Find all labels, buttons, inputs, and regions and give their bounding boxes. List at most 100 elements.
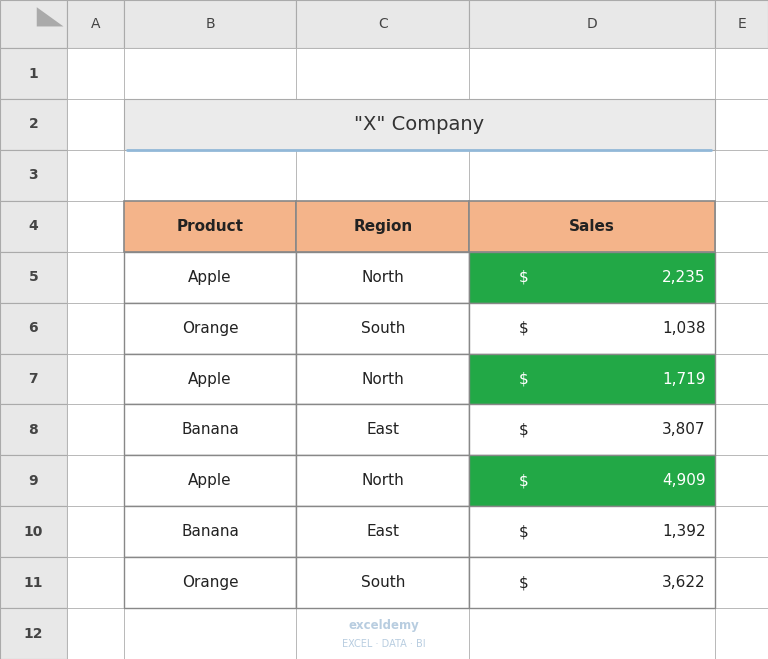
Text: $: $ [518, 473, 528, 488]
Bar [715, 252, 768, 302]
Text: South: South [361, 320, 405, 335]
Bar [469, 252, 715, 302]
Bar [124, 405, 296, 455]
Text: North: North [362, 372, 404, 387]
Text: $: $ [518, 320, 528, 335]
Bar [296, 201, 469, 252]
Bar [296, 353, 469, 405]
Text: 1,719: 1,719 [662, 372, 706, 387]
Bar [715, 506, 768, 557]
Text: 11: 11 [24, 576, 43, 590]
Text: 2: 2 [28, 117, 38, 131]
Text: 3,807: 3,807 [662, 422, 706, 438]
Bar [715, 608, 768, 659]
Bar [124, 608, 296, 659]
Bar [469, 0, 715, 48]
Text: 1,038: 1,038 [662, 320, 706, 335]
Bar [296, 455, 469, 506]
Bar [715, 150, 768, 201]
Bar [124, 252, 296, 302]
Bar [124, 302, 296, 353]
Bar [0, 0, 67, 48]
Bar [296, 201, 469, 252]
Bar [715, 353, 768, 405]
Bar [469, 455, 715, 506]
Bar [296, 405, 469, 455]
Text: 1: 1 [28, 67, 38, 80]
Bar [715, 48, 768, 99]
Bar [715, 0, 768, 48]
Text: 2,235: 2,235 [662, 270, 706, 285]
Text: C: C [378, 17, 388, 31]
Text: B: B [205, 17, 215, 31]
Bar [469, 405, 715, 455]
Text: $: $ [518, 524, 528, 539]
Bar [715, 557, 768, 608]
Bar [469, 201, 715, 252]
Bar [0, 506, 67, 557]
Bar [124, 353, 296, 405]
Text: 10: 10 [24, 525, 43, 538]
Bar [67, 405, 124, 455]
Bar [0, 150, 67, 201]
Text: D: D [587, 17, 598, 31]
Text: $: $ [518, 575, 528, 590]
Text: Banana: Banana [181, 422, 239, 438]
Bar [124, 0, 296, 48]
Bar [296, 557, 469, 608]
Text: Orange: Orange [182, 320, 238, 335]
Text: $: $ [518, 372, 528, 387]
Text: East: East [366, 524, 399, 539]
Bar [0, 557, 67, 608]
Bar [715, 405, 768, 455]
Polygon shape [37, 7, 64, 26]
Bar [296, 506, 469, 557]
Text: Apple: Apple [188, 372, 232, 387]
Bar [469, 353, 715, 405]
Bar [67, 455, 124, 506]
Bar [296, 608, 469, 659]
Bar [67, 150, 124, 201]
Bar [124, 557, 296, 608]
Text: exceldemy: exceldemy [349, 619, 419, 633]
Text: 5: 5 [28, 270, 38, 284]
Bar [296, 455, 469, 506]
Text: "X" Company: "X" Company [354, 115, 485, 134]
Bar [124, 201, 296, 252]
Bar [67, 48, 124, 99]
Bar [469, 405, 715, 455]
Text: 12: 12 [24, 627, 43, 641]
Bar [0, 99, 67, 150]
Bar [0, 252, 67, 302]
Text: 3: 3 [28, 169, 38, 183]
Bar [0, 608, 67, 659]
Bar [67, 353, 124, 405]
Bar [296, 150, 469, 201]
Bar [715, 201, 768, 252]
Text: Sales: Sales [569, 219, 615, 234]
Text: Region: Region [353, 219, 412, 234]
Text: Product: Product [177, 219, 243, 234]
Bar [469, 302, 715, 353]
Bar [296, 0, 469, 48]
Bar [296, 353, 469, 405]
Bar [124, 455, 296, 506]
Bar [469, 201, 715, 252]
Bar [67, 0, 124, 48]
Text: 9: 9 [28, 474, 38, 488]
Bar [67, 302, 124, 353]
Text: 4,909: 4,909 [662, 473, 706, 488]
Bar [124, 201, 296, 252]
Bar [469, 557, 715, 608]
Bar [124, 99, 715, 150]
Bar [296, 48, 469, 99]
Text: Orange: Orange [182, 575, 238, 590]
Text: EXCEL · DATA · BI: EXCEL · DATA · BI [343, 639, 425, 648]
Text: 7: 7 [28, 372, 38, 386]
Bar [469, 252, 715, 302]
Bar [469, 48, 715, 99]
Bar [0, 353, 67, 405]
Text: 1,392: 1,392 [662, 524, 706, 539]
Text: Apple: Apple [188, 270, 232, 285]
Bar [0, 48, 67, 99]
